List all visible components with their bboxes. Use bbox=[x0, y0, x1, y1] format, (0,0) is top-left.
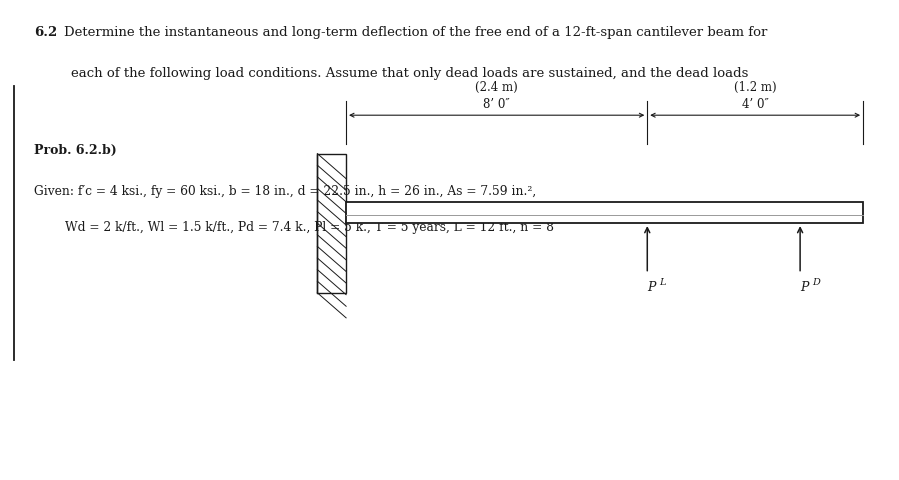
FancyBboxPatch shape bbox=[346, 202, 863, 223]
Text: Given: f′c = 4 ksi., fy = 60 ksi., b = 18 in., d = 22.5 in., h = 26 in., As = 7.: Given: f′c = 4 ksi., fy = 60 ksi., b = 1… bbox=[34, 185, 537, 198]
Text: 4’ 0″: 4’ 0″ bbox=[742, 98, 769, 111]
Text: P: P bbox=[800, 281, 808, 294]
Text: (2.4 m): (2.4 m) bbox=[476, 81, 518, 94]
Text: P: P bbox=[647, 281, 655, 294]
Text: 8’ 0″: 8’ 0″ bbox=[484, 98, 510, 111]
Text: each of the following load conditions. Assume that only dead loads are sustained: each of the following load conditions. A… bbox=[71, 67, 748, 80]
Text: L: L bbox=[659, 278, 665, 288]
Text: 6.2: 6.2 bbox=[34, 26, 58, 39]
Text: Prob. 6.2.b): Prob. 6.2.b) bbox=[34, 144, 117, 157]
Text: (1.2 m): (1.2 m) bbox=[734, 81, 777, 94]
Text: D: D bbox=[812, 278, 820, 288]
Text: Wd = 2 k/ft., Wl = 1.5 k/ft., Pd = 7.4 k., Pl = 5 k., T = 5 years, L = 12 ft., n: Wd = 2 k/ft., Wl = 1.5 k/ft., Pd = 7.4 k… bbox=[34, 221, 554, 234]
Text: Determine the instantaneous and long-term deflection of the free end of a 12-ft-: Determine the instantaneous and long-ter… bbox=[64, 26, 767, 39]
Bar bbox=[317, 154, 346, 293]
